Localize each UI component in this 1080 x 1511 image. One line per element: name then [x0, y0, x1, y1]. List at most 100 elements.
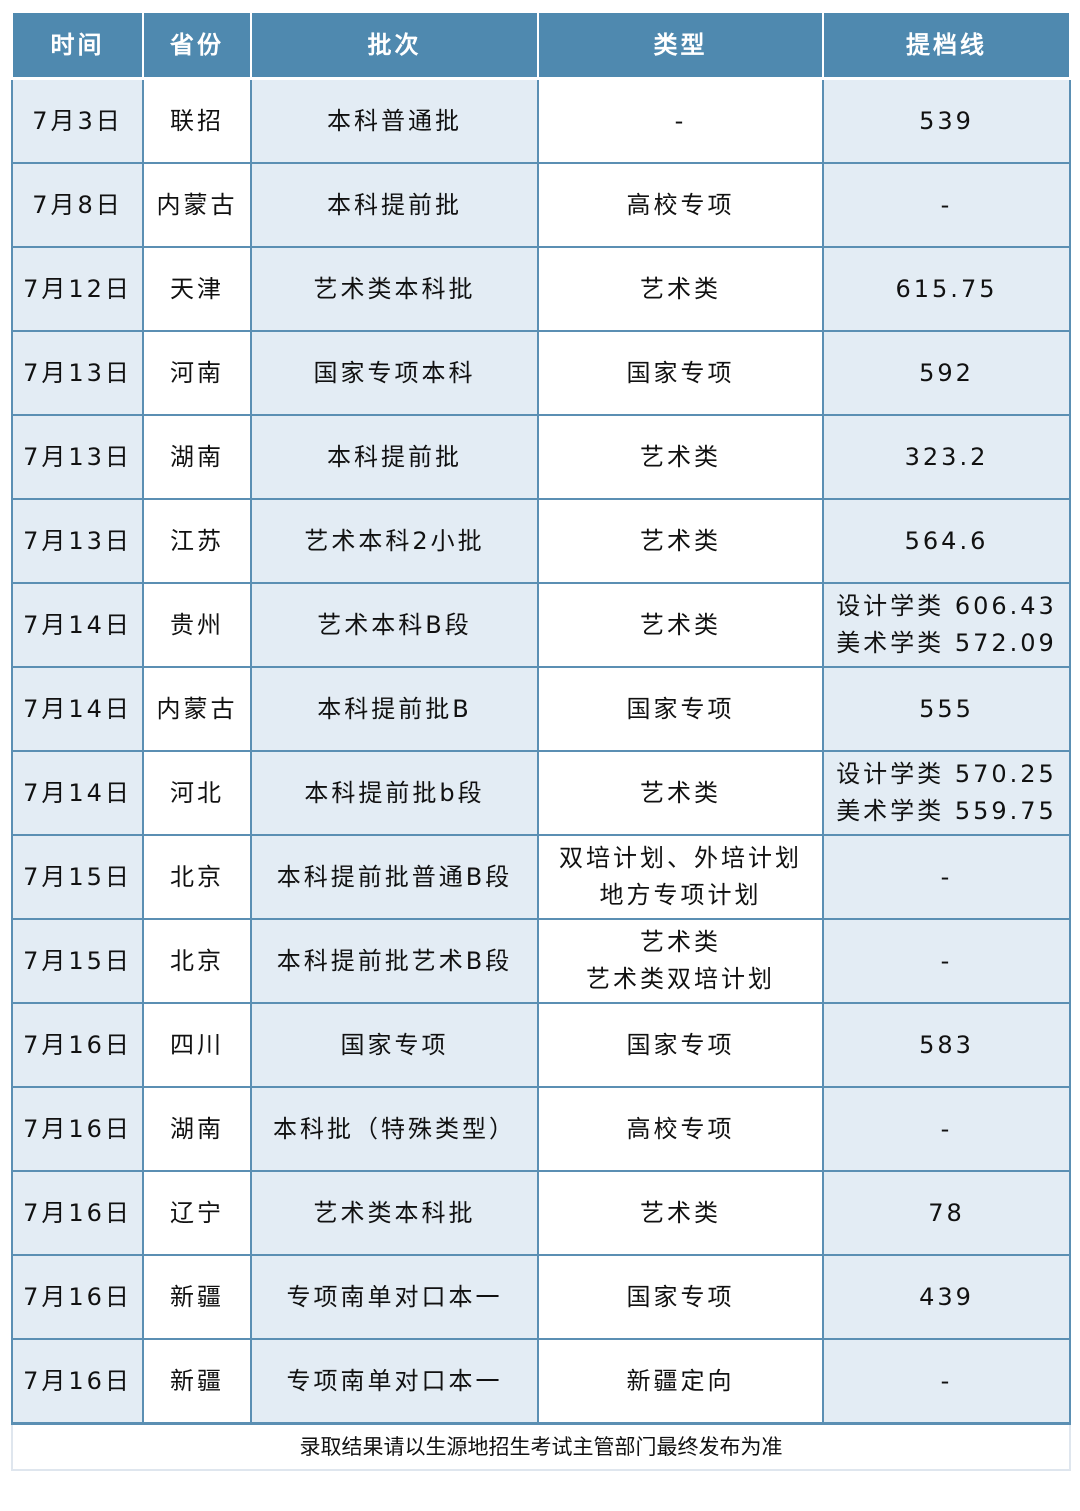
score-cell-line: -: [940, 862, 953, 891]
type-cell: 双培计划、外培计划 地方专项计划: [537, 834, 824, 920]
footer-note: 录取结果请以生源地招生考试主管部门最终发布为准: [11, 1422, 1071, 1471]
date-cell: 7月16日: [11, 1254, 144, 1340]
province-cell: 湖南: [142, 1086, 252, 1172]
score-cell-line: 592: [919, 358, 974, 387]
date-cell: 7月13日: [11, 414, 144, 500]
date-cell: 7月12日: [11, 246, 144, 332]
date-cell: 7月14日: [11, 666, 144, 752]
score-cell: 78: [822, 1170, 1071, 1256]
score-cell-line: 583: [919, 1030, 974, 1059]
score-cell: 555: [822, 666, 1071, 752]
table-row: 7月12日 天津 艺术类本科批 艺术类 615.75: [11, 246, 1071, 332]
score-cell-line: 设计学类 606.43: [836, 592, 1057, 620]
score-cell-line: 323.2: [904, 442, 989, 471]
date-cell: 7月13日: [11, 330, 144, 416]
score-cell-line: 615.75: [895, 274, 998, 303]
type-cell: 艺术类: [537, 246, 824, 332]
header-date: 时间: [11, 11, 144, 80]
province-cell: 新疆: [142, 1254, 252, 1340]
province-cell: 贵州: [142, 582, 252, 668]
table-row: 7月13日 江苏 艺术本科2小批 艺术类 564.6: [11, 498, 1071, 584]
batch-cell: 本科提前批艺术B段: [250, 918, 539, 1004]
type-cell-line: 双培计划、外培计划: [559, 844, 802, 872]
type-cell: 国家专项: [537, 666, 824, 752]
type-cell: 国家专项: [537, 1254, 824, 1340]
batch-cell: 本科提前批: [250, 162, 539, 248]
type-cell: 艺术类: [537, 582, 824, 668]
batch-cell: 本科提前批普通B段: [250, 834, 539, 920]
date-cell: 7月13日: [11, 498, 144, 584]
province-cell: 河北: [142, 750, 252, 836]
type-cell: 新疆定向: [537, 1338, 824, 1425]
score-cell-line: 439: [919, 1282, 974, 1311]
table-row: 7月13日 河南 国家专项本科 国家专项 592: [11, 330, 1071, 416]
batch-cell: 本科普通批: [250, 77, 539, 164]
type-cell-line: 艺术类: [640, 1198, 721, 1227]
header-row: 时间 省份 批次 类型 提档线: [11, 11, 1071, 80]
type-cell: 高校专项: [537, 1086, 824, 1172]
type-cell: 艺术类: [537, 1170, 824, 1256]
score-cell: 564.6: [822, 498, 1071, 584]
type-cell-line: 艺术类: [640, 274, 721, 303]
score-cell: -: [822, 1338, 1071, 1425]
type-cell-line: 高校专项: [626, 190, 735, 219]
province-cell: 辽宁: [142, 1170, 252, 1256]
score-cell-line: 78: [928, 1198, 965, 1227]
type-cell-line: 国家专项: [626, 1282, 735, 1311]
table-row: 7月16日 四川 国家专项 国家专项 583: [11, 1002, 1071, 1088]
score-cell: -: [822, 1086, 1071, 1172]
date-cell: 7月3日: [11, 77, 144, 164]
header-batch: 批次: [250, 11, 539, 80]
type-cell-line: 国家专项: [626, 694, 735, 723]
score-cell: -: [822, 834, 1071, 920]
province-cell: 四川: [142, 1002, 252, 1088]
score-cell: 439: [822, 1254, 1071, 1340]
table-row: 7月16日 新疆 专项南单对口本一 国家专项 439: [11, 1254, 1071, 1340]
type-cell: 高校专项: [537, 162, 824, 248]
province-cell: 江苏: [142, 498, 252, 584]
type-cell-line: -: [674, 106, 687, 135]
province-cell: 内蒙古: [142, 162, 252, 248]
date-cell: 7月14日: [11, 750, 144, 836]
date-cell: 7月16日: [11, 1002, 144, 1088]
score-cell-line: 555: [919, 694, 974, 723]
score-cell: 323.2: [822, 414, 1071, 500]
table-row: 7月3日 联招 本科普通批 - 539: [11, 77, 1071, 164]
type-cell-line: 艺术类: [640, 778, 721, 807]
table-row: 7月13日 湖南 本科提前批 艺术类 323.2: [11, 414, 1071, 500]
batch-cell: 专项南单对口本一: [250, 1338, 539, 1425]
score-cell-line: -: [940, 946, 953, 975]
province-cell: 北京: [142, 918, 252, 1004]
header-type: 类型: [537, 11, 824, 80]
score-cell: -: [822, 918, 1071, 1004]
batch-cell: 专项南单对口本一: [250, 1254, 539, 1340]
type-cell-line: 艺术类: [640, 610, 721, 639]
table-row: 7月8日 内蒙古 本科提前批 高校专项 -: [11, 162, 1071, 248]
date-cell: 7月16日: [11, 1170, 144, 1256]
batch-cell: 本科提前批B: [250, 666, 539, 752]
type-cell: 艺术类: [537, 414, 824, 500]
score-cell: 设计学类 570.25 美术学类 559.75: [822, 750, 1071, 836]
type-cell: 国家专项: [537, 1002, 824, 1088]
province-cell: 北京: [142, 834, 252, 920]
batch-cell: 艺术类本科批: [250, 1170, 539, 1256]
admission-score-table: 时间 省份 批次 类型 提档线 7月3日 联招 本科普通批 -539 7月8日 内蒙古 本科…: [11, 11, 1071, 1471]
score-cell-line: 美术学类 572.09: [836, 629, 1057, 657]
province-cell: 河南: [142, 330, 252, 416]
province-cell: 联招: [142, 77, 252, 164]
province-cell: 湖南: [142, 414, 252, 500]
batch-cell: 国家专项: [250, 1002, 539, 1088]
batch-cell: 艺术类本科批: [250, 246, 539, 332]
type-cell: 艺术类: [537, 498, 824, 584]
table-row: 7月15日 北京 本科提前批艺术B段 艺术类 艺术类双培计划 -: [11, 918, 1071, 1004]
province-cell: 天津: [142, 246, 252, 332]
footer-row: 录取结果请以生源地招生考试主管部门最终发布为准: [11, 1422, 1071, 1471]
batch-cell: 本科提前批b段: [250, 750, 539, 836]
table-row: 7月14日 贵州 艺术本科B段 艺术类 设计学类 606.43 美术学类 572.09: [11, 582, 1071, 668]
type-cell-line: 高校专项: [626, 1114, 735, 1143]
score-cell-line: 设计学类 570.25: [836, 760, 1057, 788]
header-score: 提档线: [822, 11, 1071, 80]
score-cell-line: -: [940, 1114, 953, 1143]
type-cell: 艺术类 艺术类双培计划: [537, 918, 824, 1004]
table-row: 7月16日 湖南 本科批（特殊类型） 高校专项 -: [11, 1086, 1071, 1172]
